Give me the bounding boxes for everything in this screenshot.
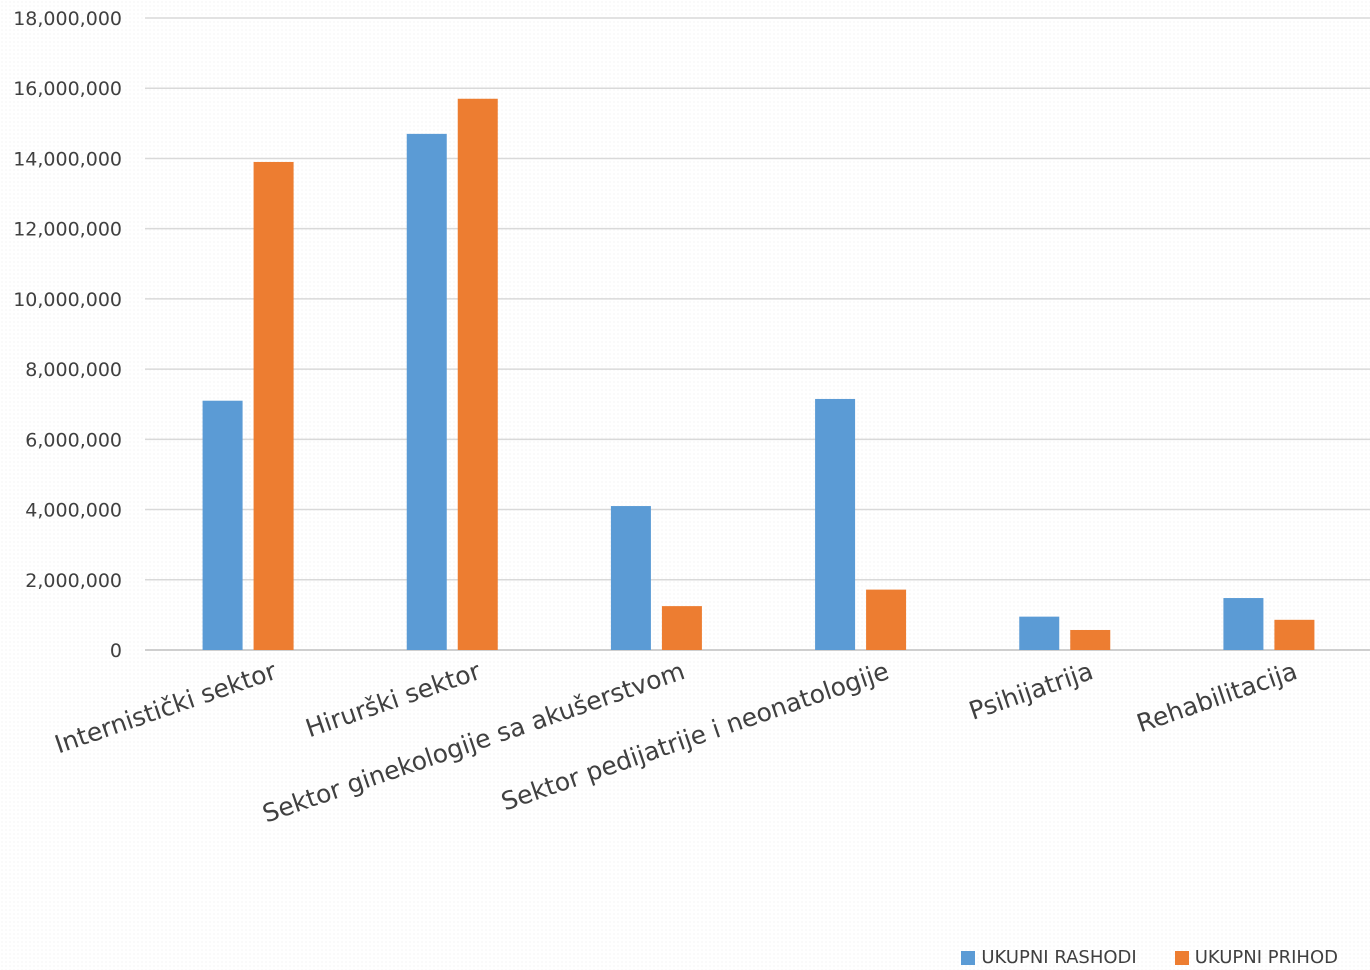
y-tick-label: 6,000,000 xyxy=(25,429,122,451)
bar-prihod xyxy=(253,161,294,650)
y-tick-label: 18,000,000 xyxy=(13,8,122,30)
x-category-label: Hirurški sektor xyxy=(302,656,485,743)
bar-prihod xyxy=(1274,619,1315,650)
y-tick-label: 4,000,000 xyxy=(25,500,122,522)
bar-prihod xyxy=(661,606,702,650)
legend-item-rashodi: UKUPNI RASHODI xyxy=(961,947,1137,968)
y-tick-label: 0 xyxy=(110,640,122,662)
legend-swatch-rashodi xyxy=(961,950,976,965)
x-axis-tick-labels: Internistički sektor Hirurški sektorSekto… xyxy=(51,656,1301,828)
y-tick-label: 10,000,000 xyxy=(13,289,122,311)
legend: UKUPNI RASHODI UKUPNI PRIHOD xyxy=(961,947,1338,968)
bar-rashodi xyxy=(610,506,651,650)
bar-rashodi xyxy=(815,398,856,650)
bar-prihod xyxy=(866,589,907,650)
y-tick-label: 14,000,000 xyxy=(13,148,122,170)
y-tick-label: 8,000,000 xyxy=(25,359,122,381)
x-category-label: Sektor pedijatrije i neonatologije xyxy=(498,656,893,816)
bar-rashodi xyxy=(1019,616,1060,650)
bar-prihod xyxy=(457,98,498,650)
bar-rashodi xyxy=(202,400,243,650)
x-category-label: Psihijatrija xyxy=(965,656,1096,725)
legend-swatch-prihod xyxy=(1174,950,1189,965)
y-axis-tick-labels: 0 2,000,000 4,000,000 6,000,000 8,000,000 10,… xyxy=(13,8,122,662)
y-tick-label: 12,000,000 xyxy=(13,219,122,241)
bar-rashodi xyxy=(406,133,447,650)
bar-prihod xyxy=(1070,629,1111,650)
y-tick-label: 16,000,000 xyxy=(13,78,122,100)
gridlines xyxy=(145,17,1370,651)
x-category-label: Internistički sektor xyxy=(51,656,281,759)
x-category-label: Rehabilitacija xyxy=(1133,656,1301,738)
y-tick-label: 2,000,000 xyxy=(25,570,122,592)
bar-rashodi xyxy=(1223,598,1264,650)
legend-label-prihod: UKUPNI PRIHOD xyxy=(1194,947,1338,968)
legend-label-rashodi: UKUPNI RASHODI xyxy=(981,947,1137,968)
bars xyxy=(202,98,1315,650)
legend-item-prihod: UKUPNI PRIHOD xyxy=(1174,947,1338,968)
